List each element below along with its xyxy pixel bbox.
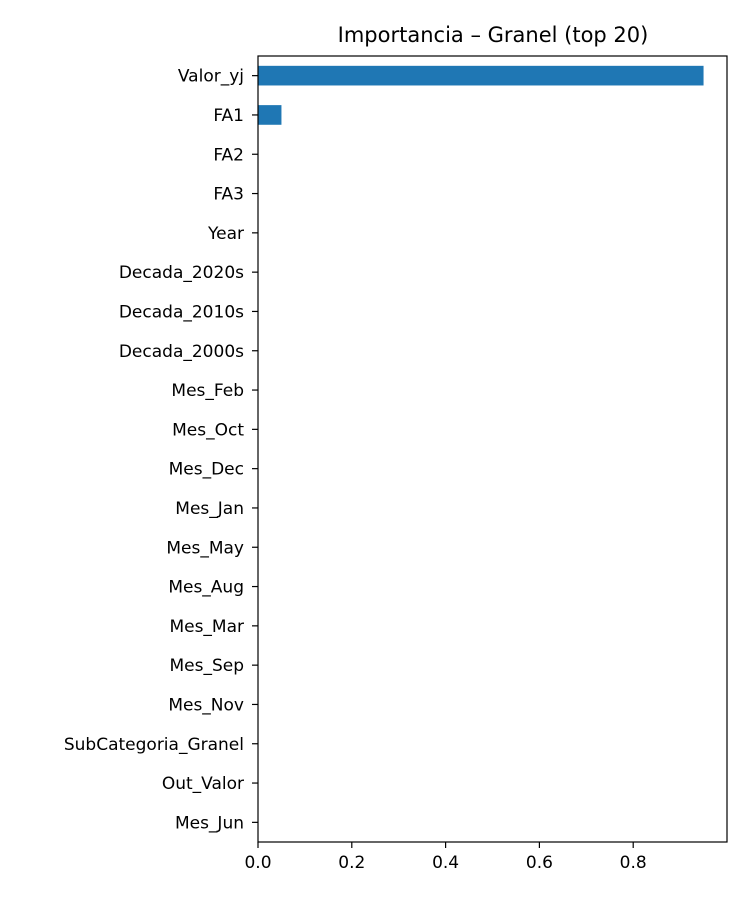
x-axis: 0.0 0.2 0.4 0.6 0.8	[244, 842, 647, 873]
y-tick-label: Mes_Dec	[169, 460, 244, 480]
x-tick-label: 0.2	[338, 853, 365, 873]
y-tick-label: Mes_Aug	[168, 578, 244, 598]
y-tick-label: Decada_2010s	[119, 302, 244, 322]
x-tick-label: 0.4	[432, 853, 459, 873]
plot-frame	[257, 55, 728, 843]
y-tick-label: Mes_Nov	[168, 695, 244, 715]
y-tick-label: Mes_May	[166, 538, 244, 558]
y-tick-label: Valor_yj	[178, 67, 244, 87]
y-tick-label: Mes_Mar	[169, 617, 244, 637]
y-tick-label: Mes_Feb	[171, 381, 244, 401]
y-tick-label: Mes_Jun	[175, 813, 244, 833]
y-axis: Valor_yj FA1 FA2 FA3 Year Decada_2020s Decada_…	[64, 67, 258, 833]
x-tick-label: 0.0	[244, 853, 271, 873]
y-tick-label: Decada_2000s	[119, 342, 244, 362]
chart-title: Importancia – Granel (top 20)	[338, 23, 649, 47]
y-tick-label: Out_Valor	[162, 774, 244, 794]
x-tick-label: 0.8	[620, 853, 647, 873]
y-tick-label: FA2	[213, 145, 244, 165]
x-tick-label: 0.6	[526, 853, 553, 873]
y-tick-label: Mes_Sep	[169, 656, 244, 676]
y-tick-label: FA1	[213, 106, 244, 126]
y-tick-label: Mes_Jan	[175, 499, 244, 519]
bar-valor-yj	[258, 65, 704, 86]
y-tick-label: FA3	[213, 185, 244, 205]
bar-fa1	[258, 105, 282, 125]
y-tick-label: Decada_2020s	[119, 263, 244, 283]
y-tick-label: Mes_Oct	[172, 420, 244, 440]
y-tick-label: Year	[207, 224, 244, 244]
y-tick-label: SubCategoria_Granel	[64, 735, 244, 755]
bars-group	[258, 65, 704, 125]
